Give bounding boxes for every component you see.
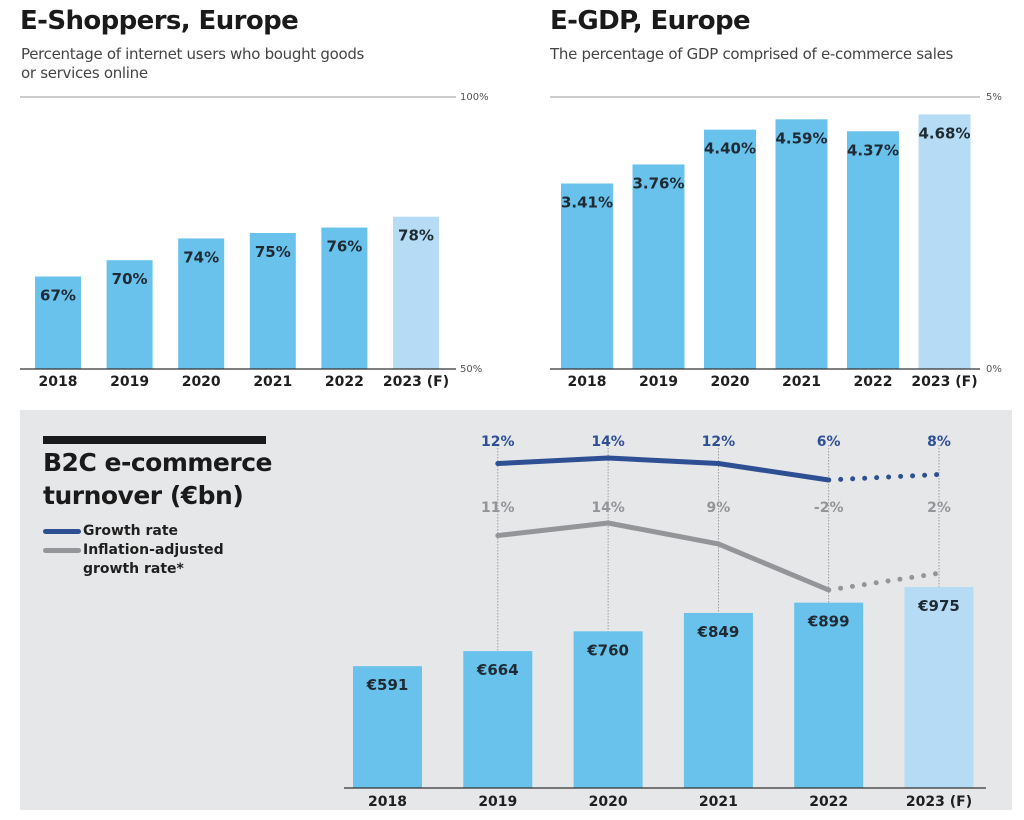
e-gdp-axis-min-label: 0%: [986, 364, 1002, 375]
inflation-adjusted-label-2021: 9%: [707, 500, 731, 516]
e-shoppers-bar-2019: [106, 260, 153, 369]
e-shoppers-category-label: 2020: [182, 374, 221, 390]
e-shoppers-category-label: 2022: [325, 374, 364, 390]
e-gdp-category-label: 2019: [639, 374, 678, 390]
e-gdp-bar-2020: [704, 129, 756, 369]
growth-rate-line: [495, 455, 832, 483]
legend-label-inflation-line-2: growth rate*: [83, 561, 184, 577]
e-gdp-bar-label: 4.68%: [918, 124, 970, 142]
b2c-bar-label: €760: [586, 641, 629, 659]
legend-item-growth-rate: Growth rate: [43, 522, 243, 541]
b2c-category-label: 2021: [699, 794, 738, 810]
b2c-bar-2019: [463, 651, 533, 788]
e-shoppers-bar-2018: [35, 276, 81, 369]
b2c-category-label: 2023 (F): [906, 794, 972, 810]
e-gdp-bar-2019: [632, 164, 685, 369]
b2c-title: B2C e-commerce turnover (€bn): [43, 446, 303, 512]
e-gdp-bar-2023 (F): [918, 114, 971, 370]
e-shoppers-bar-label: 75%: [255, 243, 291, 261]
e-shoppers-title: E-Shoppers, Europe: [20, 6, 299, 36]
legend-item-inflation-adjusted: Inflation-adjusted growth rate*: [43, 541, 243, 579]
growth-rate-label-2019: 12%: [481, 434, 515, 450]
e-gdp-category-label: 2021: [782, 374, 821, 390]
inflation-adjusted-swatch: [43, 548, 81, 553]
e-shoppers-bar-2021: [249, 233, 296, 369]
b2c-category-label: 2019: [478, 794, 517, 810]
e-gdp-bar-label: 4.37%: [847, 141, 899, 159]
inflation-adjusted-label-2022: -2%: [814, 500, 844, 516]
e-shoppers-bar-label: 70%: [112, 270, 148, 288]
e-gdp-title: E-GDP, Europe: [550, 6, 751, 36]
e-shoppers-bar-label: 74%: [183, 248, 219, 266]
b2c-bar-label: €664: [476, 661, 519, 679]
e-gdp-category-label: 2020: [711, 374, 750, 390]
e-shoppers-bar-label: 78%: [398, 227, 434, 245]
e-gdp-subtitle: The percentage of GDP comprised of e-com…: [550, 45, 953, 64]
b2c-legend: Growth rate Inflation-adjusted growth ra…: [43, 522, 243, 579]
e-shoppers-subtitle-line-2: or services online: [21, 64, 148, 82]
e-shoppers-subtitle: Percentage of internet users who bought …: [21, 45, 364, 83]
e-shoppers-bar-2020: [178, 238, 225, 369]
growth-rate-forecast-line: [826, 472, 942, 483]
inflation-adjusted-label-2020: 14%: [591, 500, 625, 516]
b2c-bar-2023 (F): [904, 587, 974, 788]
growth-rate-label-2021: 12%: [702, 434, 736, 450]
e-shoppers-category-label: 2018: [39, 374, 78, 390]
b2c-bar-label: €975: [917, 597, 960, 615]
b2c-category-label: 2022: [809, 794, 848, 810]
e-gdp-bar-label: 4.59%: [775, 129, 827, 147]
e-gdp-bar-2021: [775, 119, 828, 369]
growth-rate-label-2022: 6%: [817, 434, 841, 450]
b2c-title-rule: [43, 436, 266, 444]
e-gdp-bar-label: 3.41%: [561, 193, 613, 211]
e-gdp-bar-label: 4.40%: [704, 140, 756, 158]
growth-rate-label-2023 (F): 8%: [927, 434, 951, 450]
b2c-title-line-1: B2C e-commerce: [43, 448, 273, 477]
e-shoppers-bar-label: 76%: [326, 238, 362, 256]
legend-label-inflation-adjusted: Inflation-adjusted growth rate*: [83, 541, 243, 579]
legend-label-inflation-line-1: Inflation-adjusted: [83, 542, 224, 558]
e-gdp-bar-2022: [847, 131, 899, 369]
b2c-bar-2021: [683, 612, 753, 788]
e-shoppers-category-label: 2023 (F): [383, 374, 449, 390]
legend-label-growth-rate: Growth rate: [83, 523, 179, 539]
e-shoppers-subtitle-line-1: Percentage of internet users who bought …: [21, 45, 365, 63]
e-gdp-category-label: 2023 (F): [911, 374, 977, 390]
b2c-title-line-2: turnover (€bn): [43, 481, 244, 510]
b2c-bar-2020: [573, 631, 643, 788]
inflation-adjusted-label-2019: 11%: [481, 500, 515, 516]
e-shoppers-bar-2023 (F): [393, 216, 439, 369]
e-shoppers-bar-2022: [321, 227, 368, 369]
inflation-adjusted-label-2023 (F): 2%: [927, 500, 951, 516]
b2c-bar-2022: [794, 602, 864, 788]
b2c-category-label: 2018: [368, 794, 407, 810]
e-gdp-category-label: 2018: [568, 374, 607, 390]
e-gdp-bar-2018: [561, 183, 613, 369]
b2c-bar-2018: [353, 666, 422, 788]
growth-rate-swatch: [43, 529, 81, 534]
b2c-bar-label: €591: [366, 676, 409, 694]
e-gdp-bar-label: 3.76%: [632, 174, 684, 192]
b2c-bar-label: €899: [807, 613, 850, 631]
inflation-adjusted-line: [495, 520, 832, 593]
e-shoppers-axis-max-label: 100%: [460, 92, 489, 103]
e-gdp-subtitle-line-1: The percentage of GDP comprised of e-com…: [550, 45, 954, 63]
b2c-category-label: 2020: [589, 794, 628, 810]
b2c-bar-label: €849: [697, 623, 740, 641]
e-gdp-axis-max-label: 5%: [986, 92, 1002, 103]
e-shoppers-category-label: 2021: [253, 374, 292, 390]
e-shoppers-category-label: 2019: [110, 374, 149, 390]
e-shoppers-axis-min-label: 50%: [460, 364, 482, 375]
growth-rate-label-2020: 14%: [591, 434, 625, 450]
e-gdp-category-label: 2022: [854, 374, 893, 390]
e-shoppers-bar-label: 67%: [40, 287, 76, 305]
